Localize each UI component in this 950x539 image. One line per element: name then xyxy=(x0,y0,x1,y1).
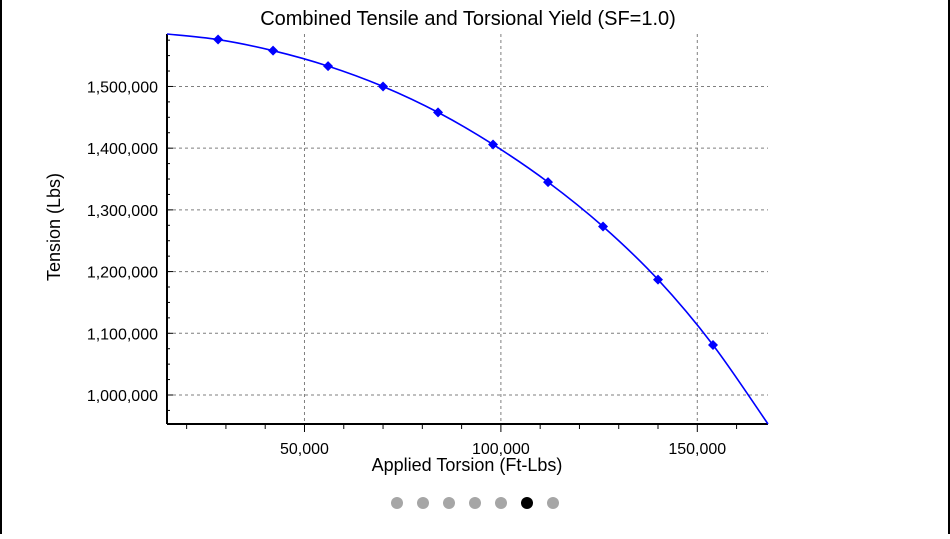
data-point xyxy=(433,107,444,118)
chart-title: Combined Tensile and Torsional Yield (SF… xyxy=(260,8,676,30)
data-point xyxy=(323,61,334,72)
data-point xyxy=(268,45,279,56)
y-tick-label: 1,200,000 xyxy=(87,265,158,282)
y-tick-label: 1,500,000 xyxy=(87,79,158,96)
y-tick-label: 1,100,000 xyxy=(87,326,158,343)
page-dot-active[interactable] xyxy=(521,497,533,509)
data-point xyxy=(598,221,609,232)
x-axis-label: Applied Torsion (Ft-Lbs) xyxy=(372,455,563,475)
data-point xyxy=(708,340,719,351)
data-point xyxy=(488,139,499,150)
page-dot[interactable] xyxy=(469,497,481,509)
series-line xyxy=(166,33,769,425)
page-indicator[interactable] xyxy=(0,497,950,511)
page-dot[interactable] xyxy=(417,497,429,509)
grid xyxy=(167,34,768,424)
y-axis-label: Tension (Lbs) xyxy=(44,173,64,281)
x-tick-label: 100,000 xyxy=(472,441,530,458)
x-tick-label: 150,000 xyxy=(668,441,726,458)
right-frame-border xyxy=(948,0,950,534)
x-tick-label: 50,000 xyxy=(280,441,329,458)
page-dot[interactable] xyxy=(443,497,455,509)
page-dot[interactable] xyxy=(391,497,403,509)
y-tick-label: 1,000,000 xyxy=(87,388,158,405)
y-tick-label: 1,300,000 xyxy=(87,203,158,220)
axes: 1,000,000 1,100,000 1,200,000 1,300,000 1,40… xyxy=(87,34,768,458)
data-point xyxy=(543,177,554,188)
left-frame-border xyxy=(0,0,2,534)
series-layer xyxy=(166,33,769,425)
data-point xyxy=(213,34,224,45)
data-point xyxy=(653,274,664,285)
data-point xyxy=(378,81,389,92)
y-tick-label: 1,400,000 xyxy=(87,141,158,158)
page-dot[interactable] xyxy=(547,497,559,509)
page-dot[interactable] xyxy=(495,497,507,509)
